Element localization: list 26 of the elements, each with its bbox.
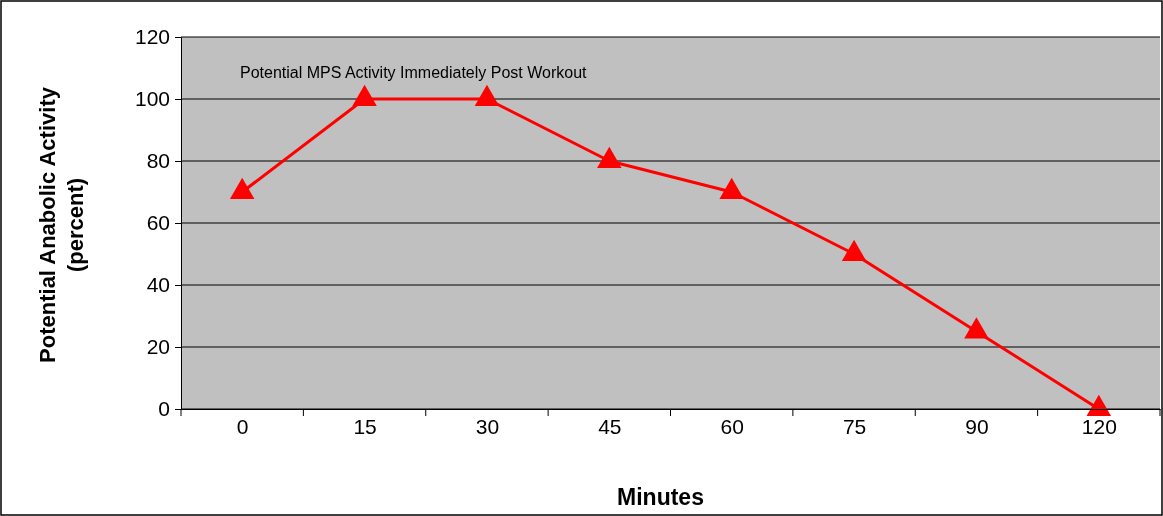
x-tick-label: 30 [475, 415, 500, 438]
point [1086, 394, 1112, 417]
x-axis-title: Minutes [617, 484, 704, 510]
point [352, 84, 377, 107]
y-tick-label: 0 [158, 397, 170, 421]
text: Potential MPS Activity Immediately Post Workout [240, 64, 588, 81]
x-tick-label: 45 [598, 415, 622, 438]
y-tick-label: 40 [146, 273, 170, 297]
y-tick-label: 100 [134, 87, 170, 111]
point [597, 146, 622, 169]
y-tick-label: 120 [134, 25, 170, 49]
x-tick-label: 90 [965, 415, 989, 438]
point [841, 239, 867, 262]
point [229, 177, 255, 200]
x-tick-label: 15 [353, 415, 377, 438]
y-tick-label: 80 [146, 149, 170, 173]
x-tick-label: 0 [236, 415, 249, 438]
point [474, 84, 500, 107]
y-tick-label: 20 [146, 335, 170, 359]
y-axis-title: Potential Anabolic Activity (percent) [35, 86, 88, 363]
x-tick-label: 120 [1081, 415, 1117, 438]
y-tick-label: 60 [146, 211, 170, 235]
point [964, 317, 989, 339]
point [719, 177, 744, 200]
x-tick-label: 75 [842, 415, 867, 438]
x-tick-label: 60 [720, 415, 744, 438]
